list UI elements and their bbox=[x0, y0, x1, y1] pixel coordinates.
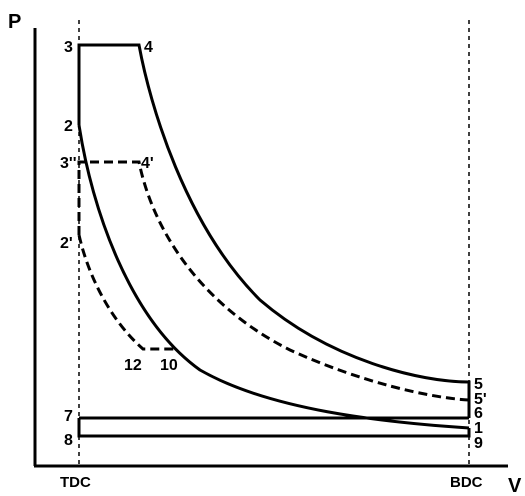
point-1-label: 1 bbox=[474, 420, 483, 437]
tdc-label: TDC bbox=[60, 474, 91, 491]
point-6-label: 6 bbox=[474, 405, 483, 422]
point-4-label: 4 bbox=[144, 39, 153, 56]
y-axis-label: P bbox=[8, 11, 21, 33]
x-axis-label: V bbox=[508, 475, 522, 496]
point-8-label: 8 bbox=[64, 432, 73, 449]
dashed-compression-curve bbox=[77, 234, 178, 351]
point-5-label: 5 bbox=[474, 376, 483, 393]
point-5p-label: 5' bbox=[474, 391, 487, 408]
point-7-label: 7 bbox=[64, 408, 73, 425]
point-3-label: 3 bbox=[64, 39, 73, 56]
point-2-label: 2 bbox=[64, 118, 73, 135]
solid-compression-curve bbox=[77, 124, 470, 430]
point-2p-label: 2' bbox=[60, 235, 73, 252]
point-3pp-label: 3'' bbox=[60, 155, 77, 172]
point-9-label: 9 bbox=[474, 435, 483, 452]
bdc-label: BDC bbox=[450, 474, 483, 491]
point-10-label: 10 bbox=[160, 357, 178, 374]
point-4p-label: 4' bbox=[141, 155, 154, 172]
exhaust-intake-loop bbox=[77, 416, 471, 438]
point-12-label: 12 bbox=[124, 357, 142, 374]
solid-cycle-upper bbox=[77, 43, 471, 418]
